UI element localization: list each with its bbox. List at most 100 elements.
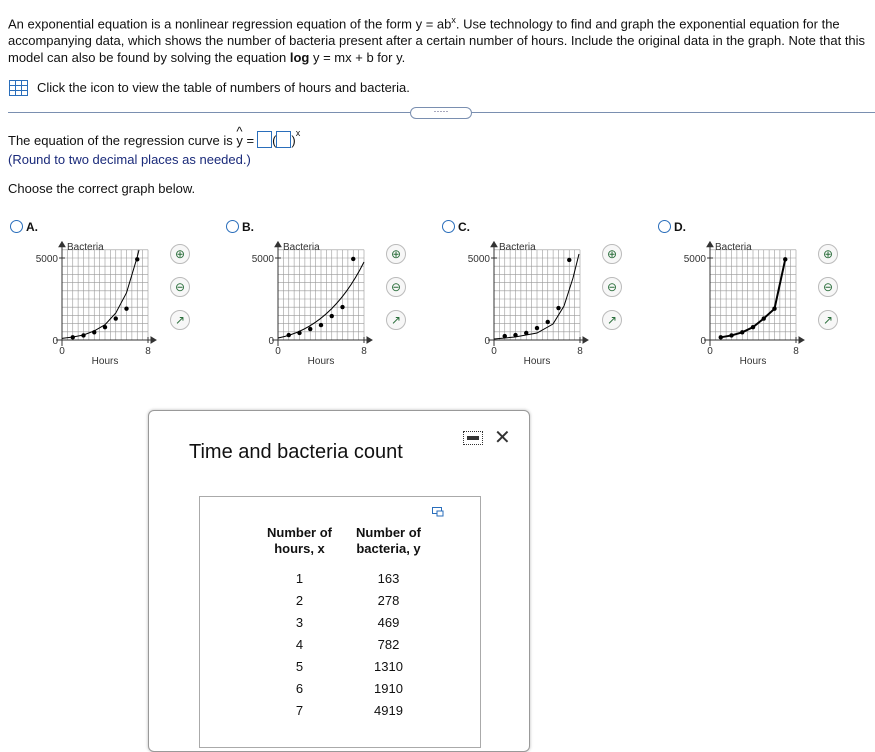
x-tick-label: 8 [577,346,583,357]
graph-tool-icon[interactable]: ↗ [602,310,622,330]
copy-icon[interactable] [432,507,444,517]
option-label: D. [674,220,686,234]
radio[interactable] [658,220,671,233]
data-point [729,333,734,338]
table-cell: 3 [295,614,304,630]
data-point [113,316,118,321]
data-point [351,256,356,262]
radio[interactable] [10,220,23,233]
intro-sup: x [451,15,456,25]
data-point [70,335,75,340]
x-axis [56,336,157,344]
option-label: C. [458,220,470,234]
data-point [502,333,507,339]
y-axis [274,240,282,346]
mini-graph: 0 8 0 5000 Bacteria Hours [36,240,157,367]
table-cell: 6 [295,680,304,696]
graph-tool-icon[interactable]: ⊖ [386,277,406,297]
table-link[interactable]: Click the icon to view the table of numb… [37,80,410,95]
graph-tool-icon[interactable]: ⊕ [602,244,622,264]
x-axis [704,336,805,344]
header-row: Number of hours, x Number of bacteria, y [255,525,433,567]
x-axis-title: Hours [92,356,119,367]
data-point [740,330,745,335]
expand-button[interactable]: ····· [410,107,472,119]
data-table: Number of hours, x Number of bacteria, y 1 16… [255,525,433,721]
graph-tool-icon[interactable]: ⊕ [818,244,838,264]
close-button[interactable]: ✕ [494,427,511,449]
data-point [513,332,518,338]
option[interactable]: B. 0 8 0 5000 Bacteria Hours ⊕ ⊖ ↗ [216,218,431,378]
graph-tool-icon[interactable]: ⊖ [602,277,622,297]
minimize-button[interactable] [463,431,483,445]
y-tick-label: 5000 [684,254,707,265]
eq-text: The equation of the regression curve is [8,133,237,148]
header-line: Number of [356,525,421,540]
dialog-title: Time and bacteria count [189,441,403,463]
data-point [750,324,756,330]
y-tick-label: 0 [52,336,58,347]
data-point [92,330,97,335]
table-row: 7 4919 [255,699,433,721]
intro-text: An exponential equation is a nonlinear r… [8,16,452,32]
option[interactable]: A. 0 8 0 5000 Bacteria Hours ⊕ ⊖ ↗ [0,218,215,378]
curve [61,249,140,339]
y-axis-title: Bacteria [283,242,320,253]
x-axis [272,336,373,344]
data-point [783,257,788,262]
header-line: hours, x [274,541,325,556]
data-point [329,313,334,319]
data-point [761,316,766,321]
data-point [318,322,324,328]
y-axis [490,240,498,346]
y-tick-label: 5000 [36,254,59,265]
y-hat: ^ y [236,124,243,148]
intro-text: y = mx + b for y. [309,50,406,66]
option[interactable]: C. 0 8 0 5000 Bacteria Hours ⊕ ⊖ ↗ [432,218,647,378]
y-tick-label: 0 [268,336,274,347]
table-cell: 782 [377,636,400,652]
intro-text: . Use technology to find and graph the e… [8,16,866,66]
graph-tool-icon[interactable]: ↗ [386,310,406,330]
radio[interactable] [226,220,239,233]
graph-tool-icon[interactable]: ↗ [818,310,838,330]
data-point [556,305,561,311]
table-icon[interactable] [9,80,28,96]
note: (Round to two decimal places as needed.) [8,152,251,167]
table-row: 4 782 [255,633,433,655]
graph-tool-icon[interactable]: ⊕ [170,244,190,264]
graph-tool-icon[interactable]: ⊖ [170,277,190,297]
x-tick-label: 8 [361,346,367,357]
graph-tool-icon[interactable]: ↗ [170,310,190,330]
header-line: bacteria, y [356,541,421,556]
data-point [534,325,540,331]
x-tick-label: 8 [793,346,799,357]
choose-text: Choose the correct graph below. [8,181,196,196]
mini-graph: 0 8 0 5000 Bacteria Hours [252,240,373,367]
table-row: 3 469 [255,611,433,633]
mini-graph: 0 8 0 5000 Bacteria Hours [684,240,805,367]
option[interactable]: D. 0 8 0 5000 Bacteria Hours ⊕ ⊖ ↗ [648,218,863,378]
y-tick-label: 5000 [252,254,275,265]
dialog: Time and bacteria count ✕ Number of hours… [148,410,530,752]
equation: The equation of the regression curve is … [8,124,301,148]
graph-tool-icon[interactable]: ⊖ [818,277,838,297]
y-hat-letter: y [236,133,243,148]
table-row: 1 163 [255,567,433,589]
data-point [124,306,129,311]
data-point [81,333,86,338]
header-line: Number of [267,525,332,540]
column-header: Number of bacteria, y [344,525,433,567]
answer-box-b[interactable] [276,131,292,148]
x-axis-title: Hours [308,356,335,367]
radio[interactable] [442,220,455,233]
data-table-box: Number of hours, x Number of bacteria, y 1 16… [199,496,481,748]
answer-box-a[interactable] [257,131,273,148]
x-tick-label: 0 [275,346,281,357]
graph-tool-icon[interactable]: ⊕ [386,244,406,264]
data-point [718,335,723,340]
table-cell: 278 [377,592,400,608]
x-tick-label: 0 [491,346,497,357]
option-label: A. [26,220,38,234]
